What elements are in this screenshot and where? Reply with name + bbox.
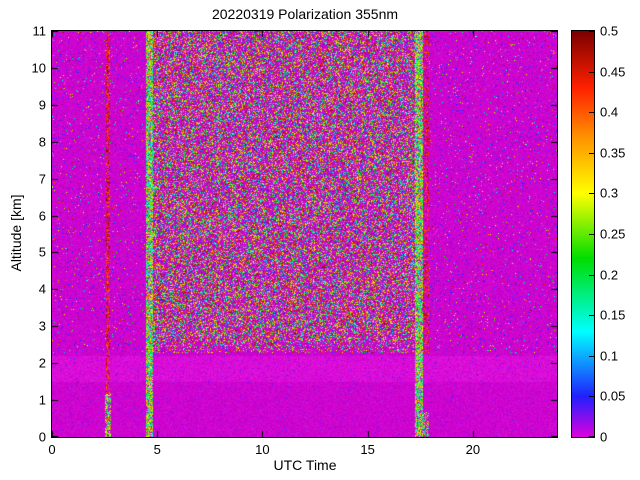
y-tick-label: 9: [38, 97, 46, 113]
heatmap-canvas: [52, 31, 557, 437]
colorbar-tick-label: 0: [600, 429, 608, 445]
y-tick-label: 3: [38, 318, 46, 334]
y-axis-label: Altitude [km]: [8, 194, 24, 272]
colorbar-tick-label: 0.1: [600, 348, 619, 364]
colorbar-tick: [589, 72, 594, 73]
x-axis-label: UTC Time: [273, 457, 337, 473]
colorbar-tick-label: 0.4: [600, 104, 619, 120]
y-tick-label: 2: [38, 355, 46, 371]
colorbar-tick: [589, 315, 594, 316]
y-tick-label: 4: [38, 281, 46, 297]
colorbar: [571, 30, 595, 438]
colorbar-tick-label: 0.35: [600, 145, 626, 161]
colorbar-tick-label: 0.15: [600, 307, 626, 323]
colorbar-tick: [589, 396, 594, 397]
colorbar-tick: [589, 112, 594, 113]
colorbar-tick-label: 0.3: [600, 185, 619, 201]
y-tick-label: 1: [38, 392, 46, 408]
colorbar-tick: [589, 356, 594, 357]
y-tick-label: 11: [32, 23, 47, 39]
x-tick-label: 15: [360, 442, 375, 457]
y-tick-label: 6: [38, 208, 46, 224]
x-tick-label: 0: [48, 442, 56, 457]
colorbar-tick-label: 0.45: [600, 64, 626, 80]
colorbar-tick: [589, 234, 594, 235]
x-tick-label: 20: [465, 442, 481, 457]
colorbar-tick: [589, 436, 594, 437]
colorbar-tick-label: 0.5: [600, 23, 619, 39]
y-tick-label: 10: [31, 60, 46, 76]
y-tick-label: 7: [38, 171, 46, 187]
colorbar-tick-label: 0.25: [600, 226, 626, 242]
x-tick-label: 10: [255, 442, 270, 457]
colorbar-tick: [589, 31, 594, 32]
y-tick-label: 5: [38, 244, 46, 260]
colorbar-tick: [589, 153, 594, 154]
plot-area: [51, 30, 558, 438]
y-tick-label: 0: [38, 429, 46, 445]
chart-title: 20220319 Polarization 355nm: [211, 6, 399, 22]
y-tick-label: 8: [38, 134, 46, 150]
colorbar-tick-label: 0.05: [600, 388, 626, 404]
x-tick-label: 5: [153, 442, 161, 457]
colorbar-tick: [589, 275, 594, 276]
colorbar-tick: [589, 193, 594, 194]
colorbar-tick-label: 0.2: [600, 267, 619, 283]
